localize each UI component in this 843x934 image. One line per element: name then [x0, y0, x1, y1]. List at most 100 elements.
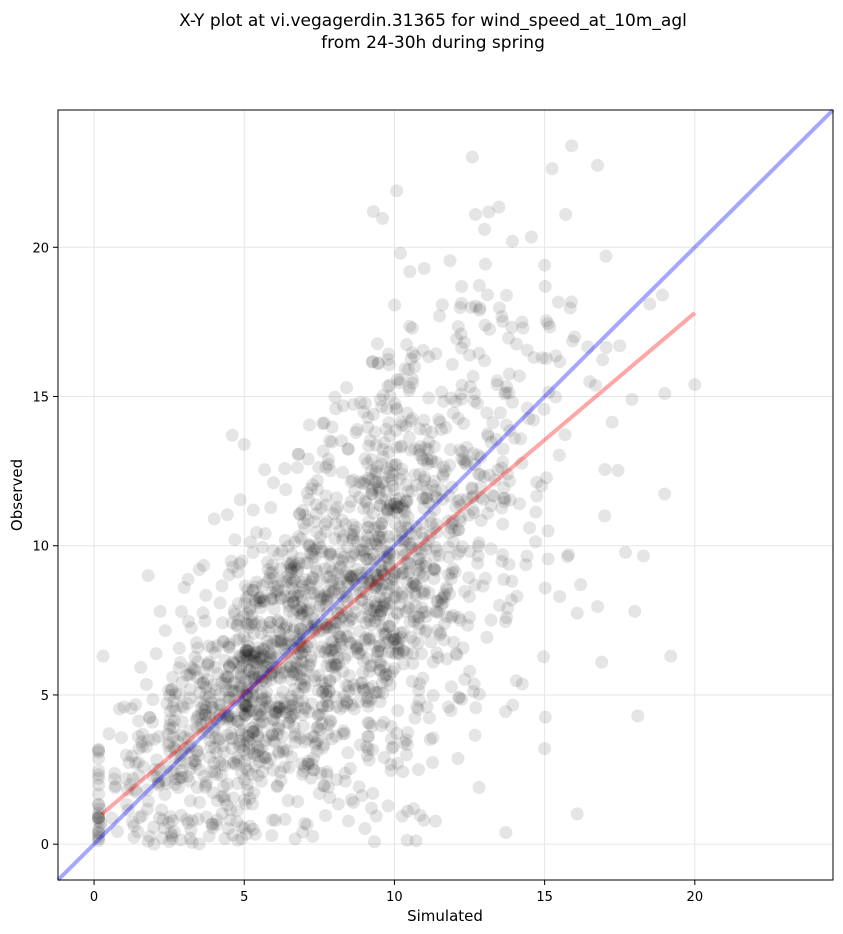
- scatter-point: [217, 793, 231, 807]
- scatter-point: [339, 517, 353, 531]
- scatter-point: [343, 570, 357, 584]
- scatter-point: [388, 397, 402, 411]
- scatter-point: [141, 569, 155, 583]
- scatter-point: [392, 642, 406, 656]
- scatter-point: [274, 591, 288, 605]
- scatter-point: [211, 733, 225, 747]
- scatter-point: [93, 802, 107, 816]
- scatter-point: [377, 568, 391, 582]
- scatter-point: [425, 425, 439, 439]
- scatter-point: [310, 474, 324, 488]
- scatter-point: [288, 729, 302, 743]
- scatter-point: [251, 730, 265, 744]
- scatter-point: [376, 564, 390, 578]
- scatter-point: [417, 491, 431, 505]
- scatter-point: [376, 211, 390, 225]
- scatter-point: [288, 641, 302, 655]
- scatter-point: [320, 620, 334, 634]
- scatter-point: [409, 520, 423, 534]
- scatter-point: [248, 593, 262, 607]
- scatter-point: [373, 663, 387, 677]
- scatter-point: [251, 749, 265, 763]
- scatter-point: [568, 330, 582, 344]
- scatter-point: [376, 627, 390, 641]
- scatter-point: [371, 600, 385, 614]
- scatter-point: [380, 550, 394, 564]
- scatter-point: [226, 828, 240, 842]
- scatter-point: [143, 710, 157, 724]
- scatter-point: [402, 384, 416, 398]
- scatter-point: [319, 621, 333, 635]
- scatter-point: [381, 505, 395, 519]
- scatter-point: [306, 763, 320, 777]
- scatter-point: [272, 699, 286, 713]
- scatter-point: [361, 421, 375, 435]
- scatter-point: [469, 701, 483, 715]
- scatter-point: [325, 660, 339, 674]
- scatter-point: [247, 786, 261, 800]
- scatter-point: [92, 768, 106, 782]
- scatter-point: [355, 789, 369, 803]
- scatter-point: [344, 528, 358, 542]
- scatter-point: [427, 572, 441, 586]
- scatter-point: [499, 385, 513, 399]
- scatter-point: [396, 498, 410, 512]
- scatter-point: [442, 526, 456, 540]
- scatter-point: [236, 707, 250, 721]
- scatter-point: [260, 716, 274, 730]
- scatter-point: [462, 508, 476, 522]
- scatter-point: [273, 626, 287, 640]
- scatter-point: [505, 234, 519, 248]
- scatter-point: [360, 553, 374, 567]
- scatter-point: [478, 318, 492, 332]
- scatter-point: [450, 332, 464, 346]
- scatter-point: [255, 692, 269, 706]
- scatter-point: [147, 820, 161, 834]
- scatter-point: [359, 566, 373, 580]
- scatter-point: [211, 715, 225, 729]
- scatter-point: [515, 677, 529, 691]
- scatter-point: [371, 539, 385, 553]
- scatter-point: [298, 522, 312, 536]
- scatter-point: [278, 813, 292, 827]
- scatter-point: [389, 401, 403, 415]
- scatter-point: [317, 416, 331, 430]
- scatter-point: [238, 596, 252, 610]
- scatter-point: [455, 392, 469, 406]
- y-axis-title: Observed: [8, 459, 26, 531]
- scatter-point: [195, 726, 209, 740]
- scatter-point: [139, 740, 153, 754]
- scatter-point: [399, 419, 413, 433]
- scatter-point: [387, 504, 401, 518]
- scatter-point: [312, 625, 326, 639]
- scatter-point: [241, 617, 255, 631]
- scatter-point: [422, 391, 436, 405]
- scatter-point: [403, 615, 417, 629]
- scatter-point: [413, 808, 427, 822]
- scatter-point: [379, 484, 393, 498]
- scatter-point: [341, 442, 355, 456]
- scatter-point: [251, 641, 265, 655]
- scatter-point: [460, 441, 474, 455]
- scatter-point: [246, 583, 260, 597]
- scatter-point: [558, 428, 572, 442]
- scatter-point: [321, 780, 335, 794]
- scatter-point: [158, 774, 172, 788]
- scatter-point: [375, 676, 389, 690]
- scatter-point: [175, 764, 189, 778]
- scatter-point: [231, 714, 245, 728]
- scatter-point: [415, 585, 429, 599]
- scatter-point: [367, 604, 381, 618]
- scatter-point: [301, 452, 315, 466]
- scatter-point: [484, 613, 498, 627]
- scatter-point: [340, 606, 354, 620]
- scatter-point: [428, 484, 442, 498]
- scatter-point: [244, 618, 258, 632]
- scatter-point: [264, 647, 278, 661]
- scatter-point: [320, 642, 334, 656]
- scatter-point: [406, 576, 420, 590]
- scatter-point: [417, 454, 431, 468]
- scatter-point: [240, 648, 254, 662]
- scatter-point: [150, 753, 164, 767]
- scatter-point: [221, 670, 235, 684]
